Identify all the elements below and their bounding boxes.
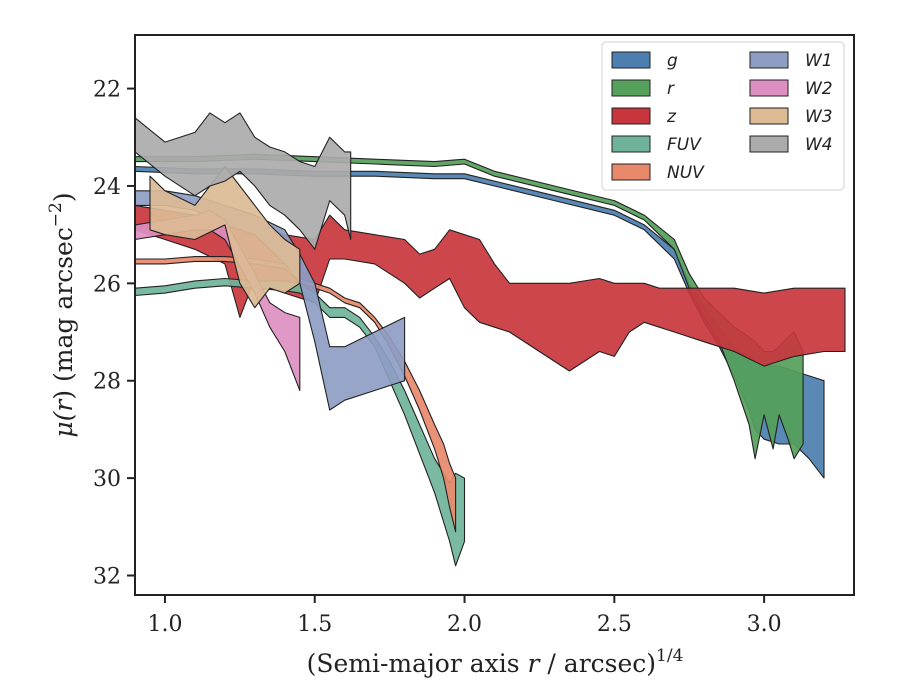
y-axis-label-close: ) <box>49 192 78 202</box>
series-layer <box>135 112 846 567</box>
legend-swatch-w3 <box>749 107 789 125</box>
x-axis-label-var: r <box>528 649 542 678</box>
plot-frame <box>134 34 855 596</box>
legend-swatch-g <box>611 51 651 69</box>
y-axis-label-mu: μ( <box>49 410 78 437</box>
legend-swatch-w1 <box>749 51 789 69</box>
x-tick-label: 2.5 <box>597 612 632 637</box>
legend-label-w4: W4 <box>805 135 833 155</box>
x-tick-label: 1.5 <box>297 612 332 637</box>
x-axis-label: (Semi-major axis r / arcsec)1/4 <box>307 646 684 678</box>
y-tick-label: 24 <box>93 175 121 200</box>
legend-swatch-nuv <box>611 163 651 181</box>
legend-label-r: r <box>667 79 675 99</box>
legend-label-w2: W2 <box>805 79 833 99</box>
legend-swatch-w4 <box>749 135 789 153</box>
legend-label-w1: W1 <box>805 51 833 71</box>
legend: grz FUV NUV W1 W2 W3 W4 <box>601 41 845 191</box>
y-axis-label-var: r <box>49 398 78 412</box>
y-tick-label: 26 <box>93 272 121 297</box>
legend-swatch-r <box>611 79 651 97</box>
x-axis-label-part-1: (Semi-major axis <box>307 649 528 678</box>
legend-box <box>601 41 845 191</box>
x-tick-label: 3.0 <box>747 612 782 637</box>
legend-swatch-fuv <box>611 135 651 153</box>
series-band-g <box>135 165 825 479</box>
legend-swatch-w2 <box>749 79 789 97</box>
y-axis-label-exponent: −2 <box>46 202 66 227</box>
series-band-w4 <box>135 112 352 250</box>
x-axis-label-exponent: 1/4 <box>656 646 683 666</box>
legend-label-fuv: FUV <box>667 135 702 155</box>
x-tick-label: 2.0 <box>447 612 482 637</box>
y-axis-label-units: ) (mag arcsec <box>49 227 78 400</box>
y-tick-label: 32 <box>93 565 121 590</box>
y-axis-label: μ(r) (mag arcsec−2) <box>46 192 78 437</box>
y-tick-label: 30 <box>93 467 121 492</box>
legend-label-w3: W3 <box>805 107 833 127</box>
y-tick-label: 28 <box>93 370 121 395</box>
ticks-layer: 1.0 1.5 2.0 2.5 3.0 22 24 26 28 30 32 <box>93 78 782 637</box>
legend-label-nuv: NUV <box>667 163 705 183</box>
x-axis-label-part-2: / arcsec) <box>539 649 656 678</box>
legend-swatch-z <box>611 107 651 125</box>
legend-label-z: z <box>666 107 677 127</box>
y-tick-label: 22 <box>93 78 121 103</box>
x-tick-label: 1.0 <box>147 612 182 637</box>
legend-label-g: g <box>667 51 678 71</box>
series-band-r <box>135 153 804 460</box>
